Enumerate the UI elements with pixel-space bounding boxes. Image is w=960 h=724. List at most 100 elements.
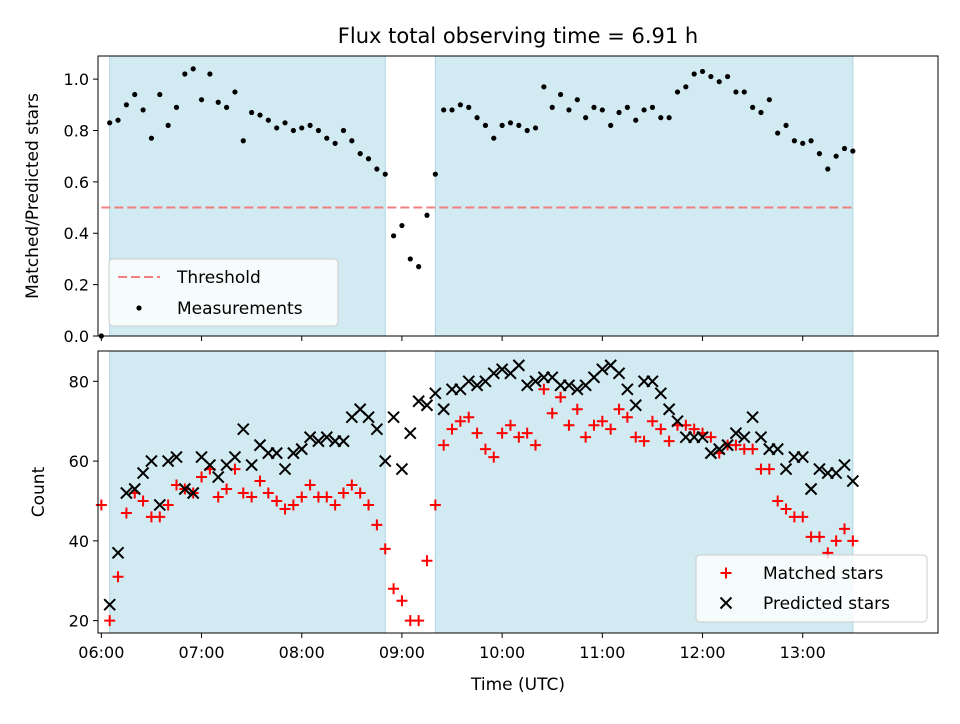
top-legend-box xyxy=(108,258,339,327)
measurement-point xyxy=(658,115,664,121)
y-tick-label: 80 xyxy=(69,372,89,391)
measurement-point xyxy=(499,122,505,128)
top-x-ticks xyxy=(100,336,804,341)
measurement-point xyxy=(349,138,355,144)
matched-star-point xyxy=(838,523,850,535)
matched-star-point xyxy=(254,475,266,487)
measurement-point xyxy=(674,89,681,95)
predicted-star-point xyxy=(804,482,818,496)
measurement-point xyxy=(148,135,155,141)
threshold-legend-label: Threshold xyxy=(176,268,261,288)
predicted-star-point xyxy=(746,411,759,424)
measurement-point xyxy=(274,125,280,131)
measurement-point xyxy=(290,127,296,134)
predicted-star-point xyxy=(237,422,250,436)
measurement-point xyxy=(315,127,322,134)
measurement-point xyxy=(132,91,138,98)
y-tick-label: 0.6 xyxy=(64,173,89,192)
bottom-y-axis-label: Count xyxy=(29,466,49,517)
matched-star-point xyxy=(304,479,316,491)
matched-star-point xyxy=(530,439,542,451)
predicted-star-point xyxy=(495,363,509,376)
measurement-point xyxy=(800,140,806,146)
measurement-point xyxy=(307,122,313,128)
measurement-point xyxy=(816,151,823,157)
matched-star-point xyxy=(504,419,516,431)
predicted-star-point xyxy=(404,426,417,440)
matched-star-point xyxy=(605,423,617,435)
measurement-point xyxy=(240,138,246,144)
measurement-point xyxy=(758,109,764,116)
bottom-y-ticks: 20 40 60 80 xyxy=(69,372,98,631)
measurement-point xyxy=(482,122,489,128)
matched-star-point xyxy=(655,423,667,435)
matched-star-point xyxy=(772,495,784,507)
matched-star-point xyxy=(488,451,500,463)
measurement-point xyxy=(257,112,263,118)
measurement-point xyxy=(566,107,572,113)
measurement-point xyxy=(265,117,271,123)
matched-legend-label: Matched stars xyxy=(763,564,883,584)
measurement-point xyxy=(516,122,522,128)
predicted-star-point xyxy=(838,458,851,472)
measurement-point xyxy=(190,66,196,72)
predicted-star-point xyxy=(379,454,392,468)
measurement-point xyxy=(115,117,121,123)
measurement-point xyxy=(541,84,547,90)
x-tick-label: 09:00 xyxy=(379,643,425,662)
predicted-star-point xyxy=(754,430,768,444)
measurement-point xyxy=(441,107,447,113)
x-tick-label: 11:00 xyxy=(579,643,625,662)
measurement-point xyxy=(775,130,781,136)
matched-star-point xyxy=(705,431,717,443)
measurement-point xyxy=(390,233,397,239)
measurement-point xyxy=(365,156,372,162)
predicted-star-point xyxy=(813,462,826,476)
y-tick-label: 0.0 xyxy=(64,327,89,346)
measurement-point xyxy=(399,222,405,229)
matched-star-point xyxy=(237,487,249,499)
top-legend: Threshold Measurements xyxy=(108,258,339,327)
matched-star-point xyxy=(337,487,349,499)
matched-star-point xyxy=(454,415,466,427)
measurement-point xyxy=(833,153,839,159)
measurement-point xyxy=(574,97,580,103)
predicted-star-point xyxy=(729,426,743,440)
predicted-star-point xyxy=(170,450,183,464)
predicted-star-point xyxy=(270,446,283,460)
predicted-star-point xyxy=(303,430,317,444)
measurement-point xyxy=(457,102,463,108)
y-tick-label: 20 xyxy=(69,612,89,631)
measurement-point xyxy=(223,104,230,110)
predicted-star-point xyxy=(153,498,166,512)
matched-star-point xyxy=(137,495,149,507)
measurement-point xyxy=(173,104,180,110)
x-tick-label: 07:00 xyxy=(178,643,224,662)
predicted-star-point xyxy=(462,375,475,388)
matched-star-point xyxy=(479,443,491,455)
matched-star-point xyxy=(580,431,592,443)
measurement-point xyxy=(282,120,288,126)
measurement-point xyxy=(691,71,697,77)
predicted-legend-label: Predicted stars xyxy=(763,594,890,614)
x-tick-label: 06:00 xyxy=(78,643,124,662)
matched-star-point xyxy=(797,511,809,523)
measurement-point xyxy=(825,166,831,172)
predicted-star-point xyxy=(512,359,526,372)
predicted-star-point xyxy=(395,462,409,476)
measurement-legend-swatch xyxy=(136,305,142,311)
x-tick-label: 13:00 xyxy=(780,643,826,662)
predicted-star-point xyxy=(771,442,784,456)
predicted-star-point xyxy=(470,379,484,392)
predicted-star-point xyxy=(320,430,333,444)
predicted-star-point xyxy=(212,470,225,484)
measurement-point xyxy=(741,89,747,95)
matched-star-point xyxy=(663,435,675,447)
matched-star-point xyxy=(112,571,124,583)
predicted-star-point xyxy=(646,375,659,388)
matched-star-point xyxy=(104,615,116,627)
measurement-point xyxy=(123,102,129,108)
predicted-star-point xyxy=(713,442,726,456)
predicted-star-point xyxy=(429,387,442,400)
matched-star-point xyxy=(780,503,792,515)
